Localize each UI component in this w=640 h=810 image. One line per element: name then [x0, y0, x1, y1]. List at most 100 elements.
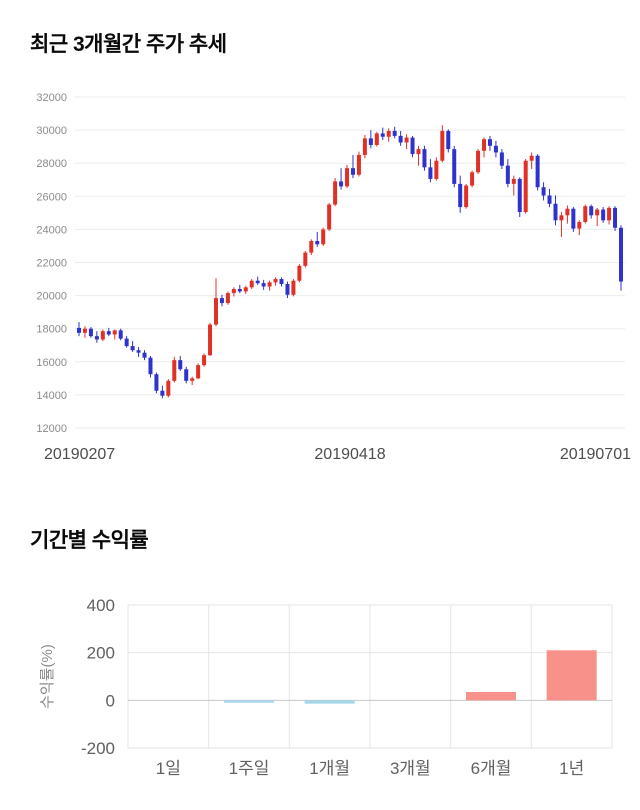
candle-body [249, 280, 254, 288]
svg-text:16000: 16000 [36, 357, 67, 369]
candle-body [523, 160, 528, 213]
candle-body [350, 168, 355, 175]
return-bar [304, 700, 355, 704]
returns-bars [223, 650, 597, 704]
candle-body [160, 390, 165, 396]
candle-body [148, 357, 153, 375]
candle-body [309, 240, 314, 253]
candle-body [303, 252, 308, 266]
candle-body [499, 152, 504, 166]
returns-x-tick-label: 1주일 [229, 759, 270, 778]
candle-body [124, 338, 129, 347]
candle-body [261, 283, 266, 287]
candle-body [327, 204, 332, 230]
svg-text:30000: 30000 [36, 125, 67, 137]
return-bar [223, 700, 275, 703]
svg-text:20000: 20000 [36, 291, 67, 303]
candle-body [285, 284, 290, 295]
candle-body [154, 374, 159, 391]
candle-body [392, 130, 397, 136]
candle-body [190, 378, 195, 381]
svg-text:18000: 18000 [36, 324, 67, 336]
returns-x-tick-label: 1년 [559, 759, 584, 778]
candle-body [243, 287, 248, 292]
candle-body [529, 155, 534, 161]
candle-body [297, 265, 302, 281]
candle-body [380, 133, 385, 137]
candle-body [130, 346, 135, 351]
candle-body [601, 209, 606, 221]
candle-body [374, 133, 379, 145]
returns-y-tick-label: 400 [87, 596, 115, 615]
svg-text:20190701: 20190701 [560, 446, 631, 463]
candle-body [565, 208, 570, 216]
candle-body [82, 328, 87, 333]
candle-body [112, 330, 117, 335]
candle-body [493, 145, 498, 153]
svg-text:22000: 22000 [36, 258, 67, 270]
candle-body [267, 282, 272, 287]
candle-body [315, 240, 320, 245]
price-candlestick-chart: 12000 14000 16000 18000 20000 22000 24000 26000… [36, 92, 631, 463]
candle-body [428, 167, 433, 179]
candle-body [166, 380, 171, 396]
candle-body [172, 360, 177, 381]
candle-body [571, 208, 576, 229]
candle-body [77, 327, 81, 333]
candle-body [345, 168, 350, 187]
candle-body [470, 172, 475, 186]
price-x-tick-labels: 20190207 20190418 20190701 [44, 446, 631, 463]
candle-body [225, 293, 230, 304]
return-bar [465, 691, 517, 701]
candle-body [273, 279, 278, 283]
candle-body [184, 369, 189, 381]
candle-body [106, 331, 111, 335]
candle-body [547, 195, 552, 204]
candle-body [476, 150, 481, 173]
candle-body [595, 209, 600, 216]
candle-body [607, 207, 612, 221]
candle-body [440, 130, 445, 161]
candle-body [136, 350, 141, 353]
candle-body [213, 298, 218, 325]
svg-text:12000: 12000 [36, 423, 67, 435]
candle-body [368, 138, 373, 145]
candle-body [505, 165, 510, 184]
candle-body [291, 280, 296, 295]
candle-body [362, 138, 367, 155]
svg-text:28000: 28000 [36, 158, 67, 170]
period-returns-title: 기간별 수익률 [30, 529, 149, 552]
candle-body [583, 206, 588, 222]
candle-body [511, 178, 516, 184]
candle-body [577, 221, 582, 229]
candles [77, 125, 623, 399]
candle-body [196, 365, 201, 379]
candle-body [517, 178, 522, 213]
candle-body [487, 139, 492, 146]
candle-body [434, 160, 439, 179]
period-returns-bar-chart: -200 0 200 400 1일 1주일 1개월 3개월 6개월 1년 수익률(%) [39, 596, 613, 778]
candle-body [464, 185, 469, 208]
returns-x-tick-label: 6개월 [471, 759, 512, 778]
candle-body [619, 227, 623, 282]
candle-body [356, 154, 361, 175]
candle-body [404, 137, 409, 143]
svg-text:32000: 32000 [36, 92, 67, 104]
svg-text:14000: 14000 [36, 390, 67, 402]
candle-body [142, 352, 147, 358]
candle-body [279, 279, 284, 285]
candle-body [482, 139, 487, 151]
svg-text:20190418: 20190418 [314, 446, 385, 463]
candle-body [416, 149, 421, 155]
candle-body [535, 155, 540, 188]
returns-y-axis-label: 수익률(%) [39, 644, 56, 709]
returns-y-tick-label: 0 [106, 691, 115, 710]
svg-text:26000: 26000 [36, 191, 67, 203]
candle-body [321, 229, 326, 245]
price-y-tick-labels: 12000 14000 16000 18000 20000 22000 24000 26000… [36, 92, 67, 435]
candle-body [422, 149, 427, 168]
candle-body [231, 288, 236, 294]
candle-body [458, 183, 463, 208]
svg-text:24000: 24000 [36, 224, 67, 236]
candle-body [94, 336, 99, 340]
